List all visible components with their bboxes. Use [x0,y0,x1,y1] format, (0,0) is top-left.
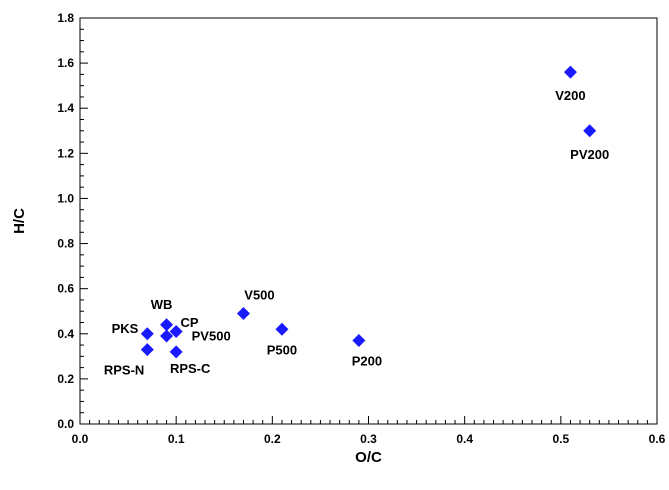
data-point-v500 [236,306,250,320]
y-tick-label: 1.8 [57,11,74,25]
x-tick-label: 0.4 [456,432,473,446]
data-label-pv200: PV200 [570,147,609,162]
y-tick-label: 1.4 [57,101,74,115]
data-label-rps-c: RPS-C [170,361,211,376]
y-tick-label: 1.0 [57,191,74,205]
x-tick-label: 0.3 [360,432,377,446]
y-tick-label: 1.6 [57,56,74,70]
data-point-wb [160,318,174,332]
data-label-pv500: PV500 [192,329,231,344]
x-axis: 0.0 0.1 0.2 0.3 0.4 0.5 0.6 [72,416,666,446]
data-label-v200: V200 [555,88,585,103]
data-point-rps-c [169,345,183,359]
data-point-cp [160,329,174,343]
data-label-pks: PKS [112,321,139,336]
y-axis: 0.0 0.2 0.4 0.6 0.8 1.0 1.2 1.4 1.6 1.8 [57,11,88,431]
x-tick-label: 0.6 [649,432,666,446]
data-label-rps-n: RPS-N [104,363,144,378]
data-point-v200 [563,65,577,79]
data-point-p500 [275,322,289,336]
data-label-v500: V500 [244,287,274,302]
y-axis-title: H/C [11,208,28,234]
data-label-cp: CP [181,315,199,330]
x-tick-label: 0.0 [72,432,89,446]
data-point-pks [140,327,154,341]
y-tick-label: 0.8 [57,237,74,251]
data-label-p200: P200 [352,354,382,369]
y-tick-label: 0.2 [57,372,74,386]
y-tick-label: 0.0 [57,417,74,431]
y-tick-label: 1.2 [57,146,74,160]
data-label-wb: WB [151,297,173,312]
y-tick-label: 0.4 [57,327,74,341]
data-point-p200 [352,334,366,348]
x-axis-title: O/C [355,449,382,466]
y-tick-label: 0.6 [57,282,74,296]
data-points [140,65,597,359]
x-tick-label: 0.1 [168,432,185,446]
data-point-rps-n [140,343,154,357]
x-tick-label: 0.2 [264,432,281,446]
data-point-pv200 [583,124,597,138]
data-label-p500: P500 [267,342,297,357]
data-point-pv500 [169,325,183,339]
x-tick-label: 0.5 [552,432,569,446]
